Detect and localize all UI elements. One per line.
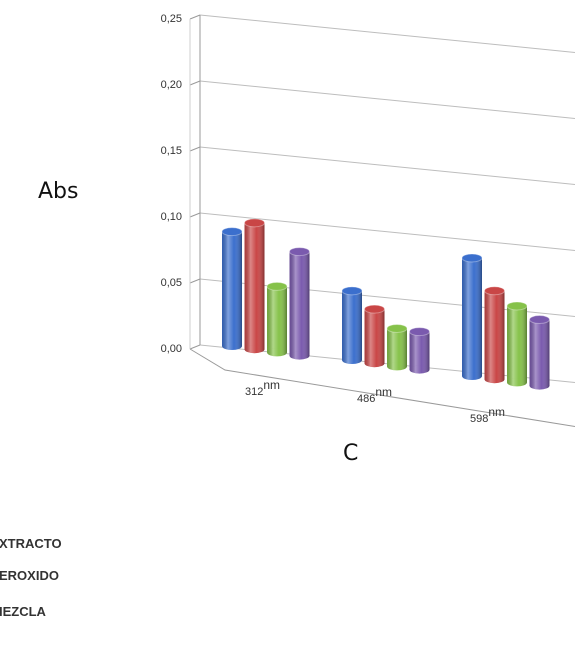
legend-entry: XTRACTO — [0, 536, 62, 551]
gridline — [199, 80, 575, 119]
y-axis-title: Abs — [38, 179, 78, 204]
y-tick — [189, 344, 201, 350]
category-label: 312nm — [245, 378, 280, 398]
y-tick-label: 0,15 — [161, 145, 182, 157]
y-tick — [189, 80, 201, 86]
y-tick-labels: 0,00 0,05 0,10 0,15 0,20 0,25 — [161, 13, 182, 355]
bar — [289, 247, 310, 360]
category-labels: 312nm 486nm 598nm — [245, 378, 505, 425]
category-label: 598nm — [470, 405, 505, 425]
bars — [221, 218, 550, 390]
bar — [529, 315, 550, 390]
bar — [484, 286, 505, 384]
y-tick — [189, 278, 201, 284]
bar — [341, 286, 363, 364]
gridline — [199, 14, 575, 53]
bar — [506, 301, 528, 387]
bar — [461, 253, 483, 380]
bar — [221, 227, 243, 350]
bar — [266, 281, 288, 357]
legend-entry: EROXIDO — [0, 568, 59, 583]
y-tick-label: 0,25 — [161, 13, 182, 25]
category-label: 486nm — [357, 385, 392, 405]
floor-edge — [189, 348, 575, 427]
bar — [244, 218, 265, 354]
gridline — [199, 212, 575, 251]
legend: XTRACTO EROXIDO IEZCLA — [0, 536, 62, 619]
bar — [364, 304, 385, 368]
y-tick-label: 0,20 — [161, 79, 182, 91]
y-tick-label: 0,00 — [161, 343, 182, 355]
y-tick — [189, 14, 201, 20]
bar — [386, 323, 408, 371]
y-tick-label: 0,10 — [161, 211, 182, 223]
y-tick-label: 0,05 — [161, 277, 182, 289]
bar — [409, 327, 430, 374]
y-tick — [189, 212, 201, 218]
legend-entry: IEZCLA — [0, 604, 47, 619]
gridline — [199, 146, 575, 185]
y-tick — [189, 146, 201, 152]
x-axis-title: C — [343, 441, 358, 466]
